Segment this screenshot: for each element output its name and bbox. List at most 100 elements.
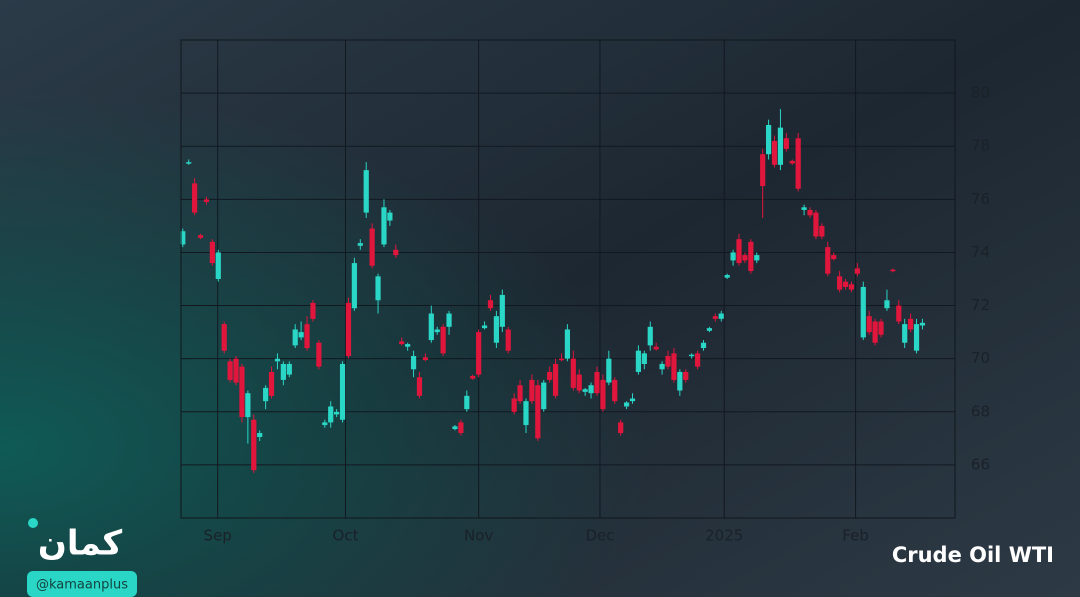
candle-body bbox=[754, 255, 760, 261]
candle-body bbox=[552, 363, 559, 396]
candle-body bbox=[766, 124, 772, 155]
y-tick-label: 74 bbox=[971, 243, 990, 261]
candle-body bbox=[316, 342, 322, 367]
candle-body bbox=[588, 385, 594, 394]
candle-body bbox=[890, 269, 896, 272]
candle-body bbox=[718, 313, 724, 319]
candle-body bbox=[499, 294, 505, 327]
candle-body bbox=[387, 212, 393, 221]
candle-body bbox=[677, 371, 683, 391]
candle-body bbox=[653, 346, 659, 350]
candle-body bbox=[399, 341, 405, 345]
candle-body bbox=[789, 160, 795, 164]
candle-body bbox=[902, 324, 908, 343]
candle-body bbox=[428, 313, 434, 341]
candle-body bbox=[535, 385, 541, 439]
candle-body bbox=[351, 263, 357, 309]
candle-body bbox=[322, 422, 328, 426]
candle-body bbox=[706, 328, 713, 331]
candle-body bbox=[919, 322, 926, 326]
candle-body bbox=[286, 363, 292, 375]
candle-body bbox=[854, 268, 860, 274]
candle-body bbox=[345, 302, 352, 357]
candle-body bbox=[186, 162, 192, 164]
candle-body bbox=[529, 379, 535, 402]
candle-body bbox=[606, 358, 612, 383]
candle-body bbox=[860, 286, 866, 338]
x-tick-label: Sep bbox=[204, 527, 232, 545]
candle-body bbox=[434, 329, 440, 333]
candle-body bbox=[263, 387, 269, 402]
candle-body bbox=[268, 371, 275, 396]
candle-body bbox=[334, 411, 340, 415]
candle-body bbox=[783, 138, 789, 149]
x-tick-label: Feb bbox=[842, 527, 869, 545]
candle-body bbox=[629, 398, 636, 402]
candle-body bbox=[848, 284, 855, 290]
candle-body bbox=[594, 371, 600, 394]
y-tick-label: 68 bbox=[971, 402, 990, 420]
logo-handle-bg bbox=[27, 571, 137, 597]
candle-body bbox=[689, 354, 695, 357]
candle-body bbox=[700, 342, 707, 349]
candle-body bbox=[724, 275, 730, 278]
candle-body bbox=[866, 316, 872, 333]
candle-body bbox=[736, 239, 742, 264]
y-tick-label: 76 bbox=[971, 190, 990, 208]
candle-body bbox=[523, 401, 529, 426]
logo-dot bbox=[28, 518, 38, 528]
candle-body bbox=[558, 358, 565, 361]
candle-body bbox=[292, 329, 298, 346]
candle-body bbox=[464, 395, 470, 410]
x-tick-label: Dec bbox=[585, 527, 614, 545]
candle-body bbox=[913, 324, 920, 351]
candle-body bbox=[280, 363, 286, 380]
x-tick-label: 2025 bbox=[705, 527, 743, 545]
candle-body bbox=[487, 300, 494, 309]
x-tick-label: Nov bbox=[464, 527, 493, 545]
candle-body bbox=[908, 318, 914, 330]
candle-body bbox=[742, 255, 748, 261]
candle-body bbox=[511, 398, 517, 412]
candle-body bbox=[339, 363, 346, 420]
x-tick-label: Oct bbox=[333, 527, 359, 545]
y-tick-label: 80 bbox=[971, 84, 990, 102]
candle-body bbox=[233, 358, 239, 383]
candle-body bbox=[564, 329, 571, 359]
candle-body bbox=[813, 212, 819, 237]
candle-body bbox=[446, 313, 452, 327]
candle-body bbox=[795, 138, 801, 189]
candle-body bbox=[831, 255, 837, 260]
candle-body bbox=[576, 374, 582, 391]
candle-body bbox=[641, 353, 647, 364]
candle-body bbox=[771, 140, 778, 165]
candle-body bbox=[410, 356, 417, 370]
candle-body bbox=[304, 324, 310, 349]
candle-body bbox=[369, 228, 375, 266]
candle-body bbox=[328, 406, 334, 423]
candle-body bbox=[458, 422, 464, 434]
candle-body bbox=[215, 252, 221, 279]
candle-body bbox=[239, 366, 245, 418]
logo-name: كمان bbox=[38, 524, 123, 564]
candle-body bbox=[801, 207, 807, 210]
candle-body bbox=[197, 235, 204, 238]
candle-body bbox=[623, 402, 630, 407]
candle-body bbox=[730, 252, 736, 261]
candle-body bbox=[440, 326, 446, 354]
candle-body bbox=[310, 302, 316, 319]
candle-body bbox=[251, 419, 257, 471]
candle-body bbox=[842, 281, 849, 287]
candle-body bbox=[517, 385, 523, 402]
candle-body bbox=[180, 231, 186, 245]
candle-body bbox=[878, 321, 884, 335]
candle-body bbox=[807, 209, 813, 216]
candle-body bbox=[612, 379, 618, 402]
candle-body bbox=[896, 305, 902, 322]
candle-body bbox=[416, 377, 423, 396]
candle-body bbox=[203, 199, 210, 202]
candle-body bbox=[570, 358, 576, 388]
candle-body bbox=[257, 433, 263, 438]
